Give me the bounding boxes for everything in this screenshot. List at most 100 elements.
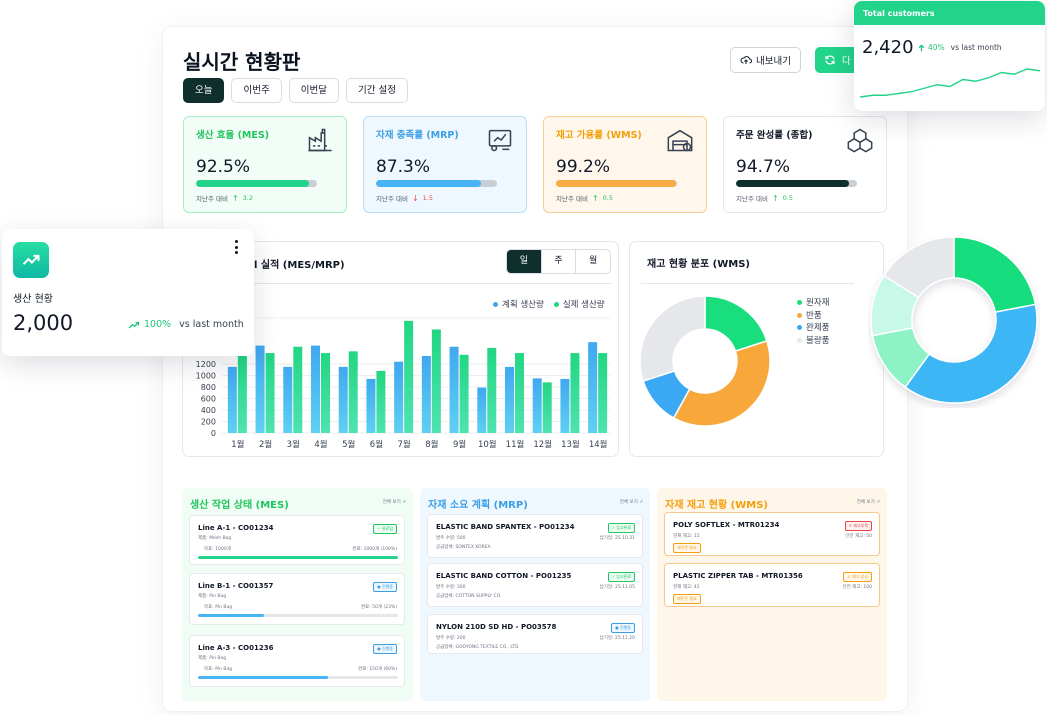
bar-plan [588,342,598,433]
kpi-value: 92.5% [196,157,251,177]
wms-card[interactable]: PLASTIC ZIPPER TAB - MTR01356 ⚠ 재고 감소 현재 재… [664,563,880,607]
mrp-view-all-link[interactable]: 전체 보기 ↗ [619,500,643,505]
bar-plan [421,355,431,433]
mes-done: 완료: 50개 (23%) [360,605,397,610]
mrp-card[interactable]: ELASTIC BAND COTTON - PO01235 ✓ 입고완료 발주 수량… [427,563,643,607]
x-tick-label: 14월 [589,439,608,450]
total-customers-card: Total customers 2,420 40% vs last month [854,1,1045,111]
bar-plan [532,378,542,433]
production-summary-delta: 100% vs last month [128,319,244,330]
kpi-delta: 0.5 [602,194,614,202]
inventory-divider [641,283,854,284]
y-tick-label: 600 [201,395,216,404]
mrp-card[interactable]: NYLON 210D SD HD - PO03578 ● 진행중 발주 수량: 20… [427,614,643,654]
mes-card-title: Line B-1 - CO01357 [198,582,274,590]
bar-actual [542,382,552,433]
production-summary-value: 2,000 [13,311,74,335]
wms-safe-stock: 안전 재고: 100 [842,585,872,590]
kpi-value: 87.3% [376,157,431,177]
mes-progress-fill [198,556,398,559]
inventory-chart-title: 재고 현황 분포 (WMS) [647,259,750,270]
production-chart-title: l 실적 (MES/MRP) [254,256,345,271]
legend-dot [797,300,802,305]
mrp-supplier: 공급업체: GOOYONG TEXTILE CO., LTD [436,645,519,650]
mes-status-badge: ● 진행중 [373,644,397,654]
mes-card[interactable]: Line A-1 - CO01234 ✓ 완료됨 제품: Mesh Bag 목표: 1… [189,515,405,565]
kpi-card-2[interactable]: 재고 가용률 (WMS) 99.2% 지난주 대비 ↑ 0.5 [543,116,707,213]
mrp-card-title: ELASTIC BAND COTTON - PO01235 [436,572,572,580]
bar-plan [283,366,293,433]
total-customers-value: 2,420 [862,37,914,58]
wms-card[interactable]: POLY SOFTLEX - MTR01234 ✕ 재고부족 현재 재고: 15 안전… [664,512,880,556]
mes-status-badge: ✓ 완료됨 [373,524,397,534]
bar-plan [366,378,376,433]
bar-actual [321,353,330,433]
legend-label: 불량품 [806,335,830,346]
wms-stock: 현재 재고: 15 [673,534,700,539]
tab-custom-range[interactable]: 기간 설정 [345,78,408,103]
kpi-card-1[interactable]: 자재 충족률 (MRP) 87.3% 지난주 대비 ↓ 1.5 [363,116,527,213]
mrp-card-title: NYLON 210D SD HD - PO03578 [436,623,557,631]
x-tick-label: 7월 [398,439,411,450]
wms-status-badge: ✕ 재고부족 [844,521,872,531]
inventory-donut-slice-3 [639,295,706,383]
mrp-supplier: 공급업체: COTTON SUPPLY CO. [436,594,502,599]
x-tick-label: 10월 [478,439,497,450]
large-donut-group [870,236,1038,404]
x-tick-label: 2월 [259,439,272,450]
production-summary-card: 생산 현황 2,000 100% vs last month [2,229,254,356]
kpi-progress-fill [196,180,309,187]
kpi-title: 주문 완성률 (종합) [736,130,813,141]
legend-actual-label: 실제 생산량 [562,300,605,310]
y-tick-label: 0 [211,429,216,438]
inventory-legend-item: 완제품 [797,322,829,335]
wms-view-all-link[interactable]: 전체 보기 ↗ [856,500,880,505]
page-title: 실시간 현황판 [183,50,301,74]
bar-actual [376,370,386,433]
mrp-panel: 자재 소요 계획 (MRP) 전체 보기 ↗ ELASTIC BAND SPAN… [420,488,650,701]
tab-today[interactable]: 오늘 [183,78,225,103]
kpi-title: 재고 가용률 (WMS) [556,130,642,141]
bar-actual [515,353,524,433]
mes-target: 목표: 1000개 [204,547,231,552]
segment-week[interactable]: 주 [540,250,576,273]
mrp-status-badge: ✓ 입고완료 [607,572,635,582]
mrp-card-title: ELASTIC BAND SPANTEX - PO01234 [436,523,575,531]
kpi-card-0[interactable]: 생산 효율 (MES) 92.5% 지난주 대비 ↑ 3.2 [183,116,347,213]
kpi-progress-fill [376,180,482,187]
refresh-icon [825,55,835,65]
mrp-card[interactable]: ELASTIC BAND SPANTEX - PO01234 ✓ 입고완료 발주 수… [427,514,643,558]
kpi-footer-label: 지난주 대비 [556,195,588,203]
bar-plan [477,387,487,433]
production-summary-label: 생산 현황 [13,294,53,305]
production-delta-value: 100% [144,319,172,330]
tab-this-week[interactable]: 이번주 [231,78,282,103]
export-button[interactable]: 내보내기 [730,47,801,73]
kpi-title: 자재 충족률 (MRP) [376,130,459,141]
inventory-legend-item: 불량품 [797,335,829,348]
bar-actual [598,353,608,433]
wms-status-badge: ⚠ 재고 감소 [843,572,872,582]
kpi-card-3[interactable]: 주문 완성률 (종합) 94.7% 지난주 대비 ↑ 0.5 [723,116,887,213]
mes-card[interactable]: Line B-1 - CO01357 ● 진행중 제품: Pin Bag 목표: Pi… [189,573,405,625]
mes-card-title: Line A-3 - CO01236 [198,644,274,652]
x-tick-label: 6월 [370,439,383,450]
mes-view-all-link[interactable]: 전체 보기 ↗ [382,500,406,505]
x-tick-label: 8월 [425,439,438,450]
planning-icon [488,129,512,152]
segment-month[interactable]: 월 [575,250,610,273]
kpi-delta: 1.5 [422,194,434,202]
chart-divider [190,283,611,284]
mes-progress-bar [198,556,398,559]
segment-day[interactable]: 일 [507,250,541,273]
bar-plan [560,378,570,433]
inventory-legend-item: 원자재 [797,297,829,310]
mes-card[interactable]: Line A-3 - CO01236 ● 진행중 제품: Pin Bag 목표: Pi… [189,635,405,687]
more-options-icon[interactable] [233,240,239,254]
production-chart-title-prefix: l [254,260,258,271]
refresh-button[interactable]: 다 [815,47,860,73]
mrp-status-badge: ✓ 입고완료 [607,523,635,533]
legend-dot [797,337,802,343]
tab-this-month[interactable]: 이번달 [288,78,339,103]
mrp-status-badge: ● 진행중 [611,623,635,633]
